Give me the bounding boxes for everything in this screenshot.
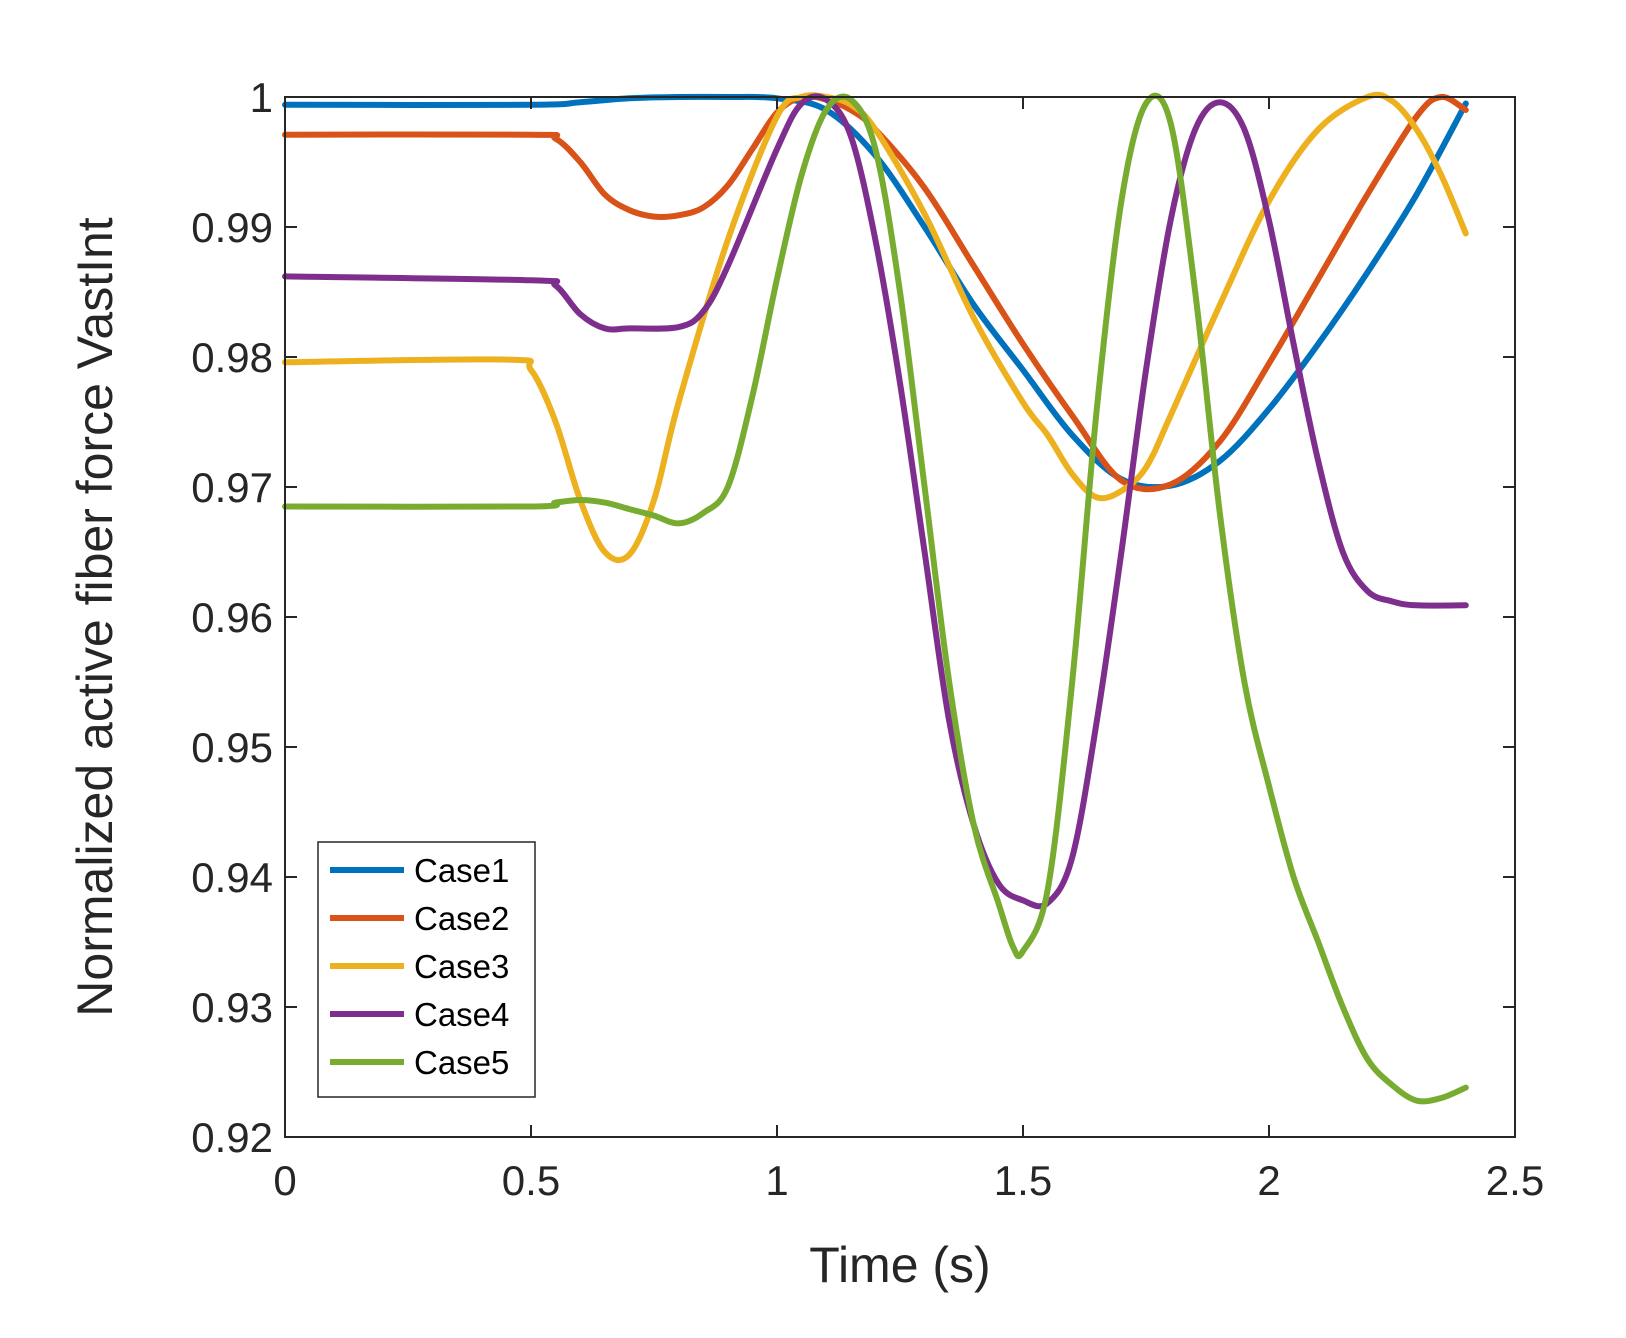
series-line-case4 bbox=[282, 93, 1469, 910]
series-layer bbox=[282, 91, 1469, 1105]
y-tick-label: 0.92 bbox=[191, 1114, 273, 1161]
x-tick-label: 2.5 bbox=[1486, 1157, 1544, 1204]
legend: Case1 Case2 Case3 Case4 Case5 bbox=[317, 841, 536, 1098]
y-tick-label: 0.98 bbox=[191, 334, 273, 381]
y-tick-label: 0.96 bbox=[191, 594, 273, 641]
legend-box bbox=[317, 841, 536, 1098]
x-tick-label: 2 bbox=[1257, 1157, 1280, 1204]
legend-label-case4: Case4 bbox=[414, 996, 509, 1033]
x-axis-title: Time (s) bbox=[809, 1237, 990, 1293]
legend-label-case1: Case1 bbox=[414, 852, 509, 889]
legend-label-case5: Case5 bbox=[414, 1044, 509, 1081]
y-axis-title: Normalized active fiber force VastInt bbox=[67, 217, 123, 1016]
y-tick-label: 0.93 bbox=[191, 984, 273, 1031]
x-tick-label: 0.5 bbox=[502, 1157, 560, 1204]
y-tick-label: 0.94 bbox=[191, 854, 273, 901]
y-axis: 0.92 0.93 0.94 0.95 0.96 0.97 0.98 0.99 1 bbox=[191, 74, 1515, 1161]
x-tick-label: 1 bbox=[765, 1157, 788, 1204]
x-axis: 0 0.5 1 1.5 2 2.5 bbox=[273, 97, 1544, 1204]
series-line-case5 bbox=[282, 92, 1469, 1105]
y-tick-label: 0.95 bbox=[191, 724, 273, 771]
x-tick-label: 1.5 bbox=[994, 1157, 1052, 1204]
series-line-case3 bbox=[282, 91, 1469, 563]
series-line-case2 bbox=[282, 93, 1469, 493]
y-tick-label: 0.97 bbox=[191, 464, 273, 511]
y-tick-label: 0.99 bbox=[191, 204, 273, 251]
series-line-case1 bbox=[282, 93, 1469, 491]
legend-label-case2: Case2 bbox=[414, 900, 509, 937]
x-tick-label: 0 bbox=[273, 1157, 296, 1204]
y-tick-label: 1 bbox=[250, 74, 273, 121]
legend-label-case3: Case3 bbox=[414, 948, 509, 985]
